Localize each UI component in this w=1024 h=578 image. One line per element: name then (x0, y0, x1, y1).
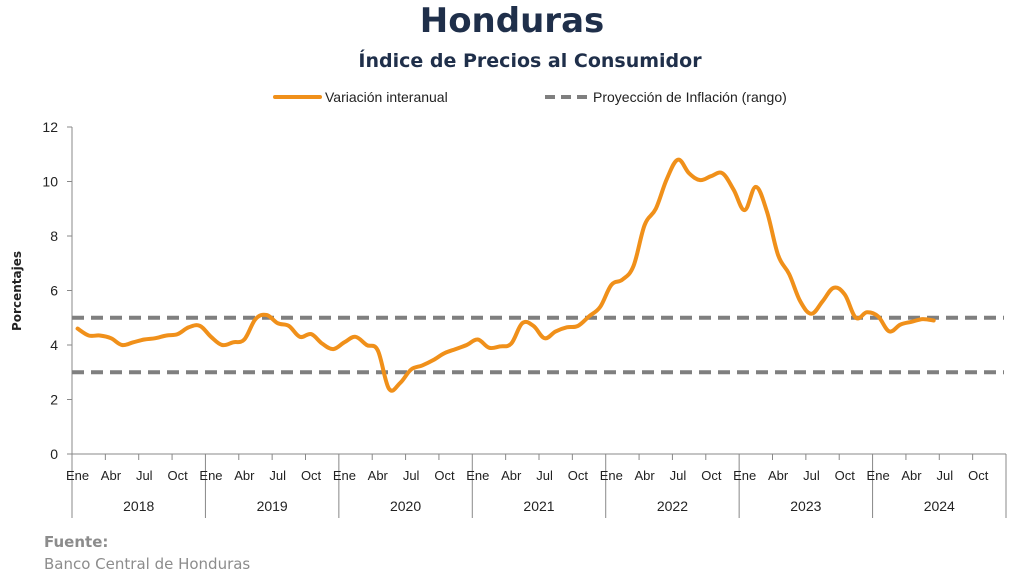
inflation-chart: Variación interanual Proyección de Infla… (10, 89, 1007, 518)
page-subtitle: Índice de Precios al Consumidor (358, 50, 702, 72)
x-tick-label: Abr (368, 468, 389, 483)
projection-band-lines (72, 315, 1004, 375)
year-label: 2022 (657, 498, 688, 514)
x-tick-label: Oct (701, 468, 722, 483)
year-label: 2023 (790, 498, 821, 514)
x-tick-label: Ene (199, 468, 222, 483)
x-tick-label: Jul (536, 468, 553, 483)
year-label: 2024 (924, 498, 955, 514)
y-tick-label: 0 (50, 446, 58, 462)
x-tick-label: Oct (434, 468, 455, 483)
x-tick-label: Jul (269, 468, 286, 483)
y-axis-label: Porcentajes (10, 251, 24, 331)
year-label: 2020 (390, 498, 421, 514)
year-label: 2021 (523, 498, 554, 514)
year-label: 2018 (123, 498, 154, 514)
legend-label-variacion: Variación interanual (325, 89, 448, 105)
x-tick-label: Oct (301, 468, 322, 483)
x-tick-label: Ene (733, 468, 756, 483)
x-tick-label: Ene (333, 468, 356, 483)
x-tick-label: Oct (568, 468, 589, 483)
y-tick-label: 8 (50, 228, 58, 244)
x-tick-label: Oct (968, 468, 989, 483)
x-tick-label: Jul (803, 468, 820, 483)
y-tick-label: 2 (50, 392, 58, 408)
source-label: Fuente: (44, 533, 109, 551)
series-line-variacion-interanual (75, 157, 936, 393)
y-tick-label: 4 (50, 337, 58, 353)
x-tick-label: Abr (101, 468, 122, 483)
x-tick-label: Ene (66, 468, 89, 483)
x-tick-label: Oct (168, 468, 189, 483)
y-tick-label: 10 (42, 174, 58, 190)
series-line-group (75, 157, 936, 393)
chart-legend: Variación interanual Proyección de Infla… (273, 89, 787, 105)
chart-axes: 0 2 4 6 8 10 12 Ene Abr Jul Oct Ene Abr Jul Oct Ene Abr J… (42, 119, 1007, 518)
legend-label-proyeccion: Proyección de Inflación (rango) (593, 89, 787, 105)
x-tick-label: Jul (937, 468, 954, 483)
x-tick-label: Jul (136, 468, 153, 483)
y-tick-label: 6 (50, 283, 58, 299)
y-tick-label: 12 (42, 119, 58, 135)
page-title: Honduras (419, 1, 605, 41)
x-tick-label: Oct (835, 468, 856, 483)
source-note: Fuente: Banco Central de Honduras (44, 532, 250, 576)
x-tick-label: Ene (466, 468, 489, 483)
x-tick-label: Abr (901, 468, 922, 483)
x-tick-label: Abr (768, 468, 789, 483)
source-text: Banco Central de Honduras (44, 555, 251, 573)
x-tick-label: Jul (670, 468, 687, 483)
x-tick-label: Jul (403, 468, 420, 483)
x-tick-label: Abr (234, 468, 255, 483)
x-tick-label: Ene (600, 468, 623, 483)
x-tick-label: Ene (867, 468, 890, 483)
x-tick-label: Abr (635, 468, 656, 483)
x-tick-label: Abr (501, 468, 522, 483)
year-label: 2019 (257, 498, 288, 514)
